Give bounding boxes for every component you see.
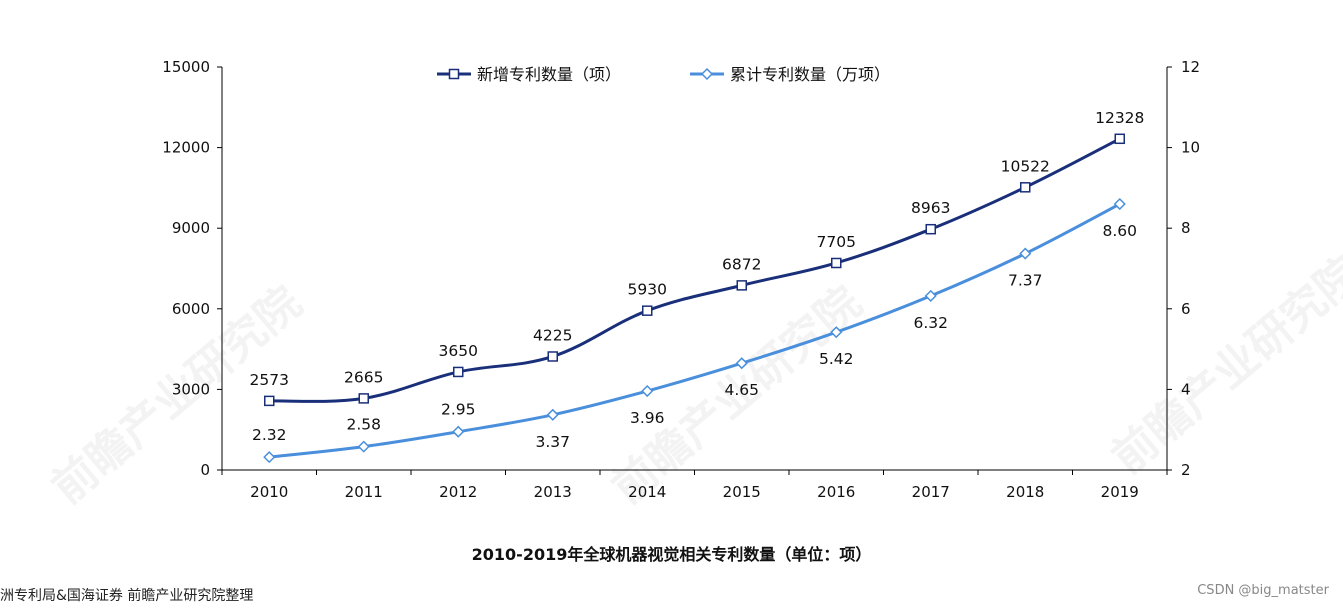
legend-marker-2 <box>700 67 714 81</box>
series-2-data-label: 8.60 <box>1102 222 1137 240</box>
x-tick-label: 2016 <box>817 483 855 501</box>
x-tick-label: 2019 <box>1101 483 1139 501</box>
series-2-point <box>735 357 748 370</box>
series-2-point <box>924 289 937 302</box>
series-1-point <box>1020 182 1031 193</box>
series-2-data-label: 2.58 <box>346 416 381 434</box>
chart-title: 2010-2019年全球机器视觉相关专利数量（单位：项） <box>471 545 872 564</box>
series-1-point <box>642 305 653 316</box>
series-1-point <box>831 257 842 269</box>
series-2-point <box>357 440 370 453</box>
series-2-data-label: 2.95 <box>441 401 476 419</box>
series-1-data-label: 6872 <box>722 255 761 273</box>
legend-label-1: 新增专利数量（项） <box>477 65 621 84</box>
y-right-tick-label: 8 <box>1181 219 1191 237</box>
series-1-point <box>736 280 747 291</box>
x-tick-label: 2017 <box>912 483 950 501</box>
y-right-tick-label: 2 <box>1181 461 1191 479</box>
x-tick-label: 2013 <box>534 483 572 501</box>
series-1-point <box>264 395 275 407</box>
series-2-point <box>830 326 843 339</box>
y-left-tick-label: 15000 <box>162 58 210 76</box>
series-1-data-label: 10522 <box>1001 157 1050 175</box>
series-1-data-label: 3650 <box>439 342 478 360</box>
series-1-data-label: 8963 <box>911 199 950 217</box>
legend-label-2: 累计专利数量（万项） <box>730 65 890 84</box>
y-right-tick-label: 12 <box>1181 58 1200 76</box>
series-1-point <box>925 223 936 235</box>
series-1-data-label: 7705 <box>817 233 856 251</box>
series-2-data-label: 5.42 <box>819 350 854 368</box>
series-line-1 <box>269 137 1121 403</box>
series-2-point <box>641 384 654 398</box>
series-1-data-label: 5930 <box>628 281 667 299</box>
series-2-point <box>263 451 276 464</box>
chart: 0 3000 6000 9000 12000 15000 2 4 6 8 10 12 2010 2011 2… <box>162 58 1200 501</box>
y-right-tick-label: 4 <box>1181 380 1191 398</box>
x-tick-label: 2014 <box>628 483 666 501</box>
x-tick-label: 2018 <box>1006 483 1044 501</box>
x-tick-label: 2011 <box>345 483 383 501</box>
source-note: 洲专利局&国海证券 前瞻产业研究院整理 <box>0 588 254 604</box>
y-right-tick-label: 10 <box>1181 139 1200 157</box>
series-1-data-label: 2573 <box>250 371 289 389</box>
series-2-data-label: 3.96 <box>630 409 665 427</box>
series-line-2 <box>269 202 1121 459</box>
series-1-point <box>453 366 464 378</box>
series-2-point <box>452 425 465 438</box>
series-2-data-label: 6.32 <box>913 314 948 332</box>
series-1-point <box>1114 133 1125 145</box>
series-1-data-label: 4225 <box>533 326 572 344</box>
legend-marker-1 <box>448 68 460 80</box>
series-2-data-label: 4.65 <box>724 381 759 399</box>
y-left-tick-label: 12000 <box>162 139 210 157</box>
series-2-point <box>546 408 559 421</box>
series-2-data-label: 7.37 <box>1008 272 1043 290</box>
series-2-point <box>1113 197 1126 211</box>
series-1-point <box>547 351 558 362</box>
x-tick-label: 2012 <box>439 483 477 501</box>
series-1-data-label: 12328 <box>1095 109 1144 127</box>
x-tick-label: 2010 <box>250 483 288 501</box>
y-left-tick-label: 9000 <box>172 219 210 237</box>
series-2-data-label: 2.32 <box>252 426 287 444</box>
y-left-tick-label: 0 <box>200 461 210 479</box>
y-left-tick-label: 6000 <box>172 300 210 318</box>
y-right-tick-label: 6 <box>1181 300 1191 318</box>
series-1-point <box>358 393 369 404</box>
x-tick-label: 2015 <box>723 483 761 501</box>
y-left-tick-label: 3000 <box>172 380 210 398</box>
credit-note: CSDN @big_matster <box>1197 583 1329 598</box>
series-2-point <box>1019 247 1032 260</box>
series-2-data-label: 3.37 <box>535 433 570 451</box>
series-1-data-label: 2665 <box>344 368 383 386</box>
